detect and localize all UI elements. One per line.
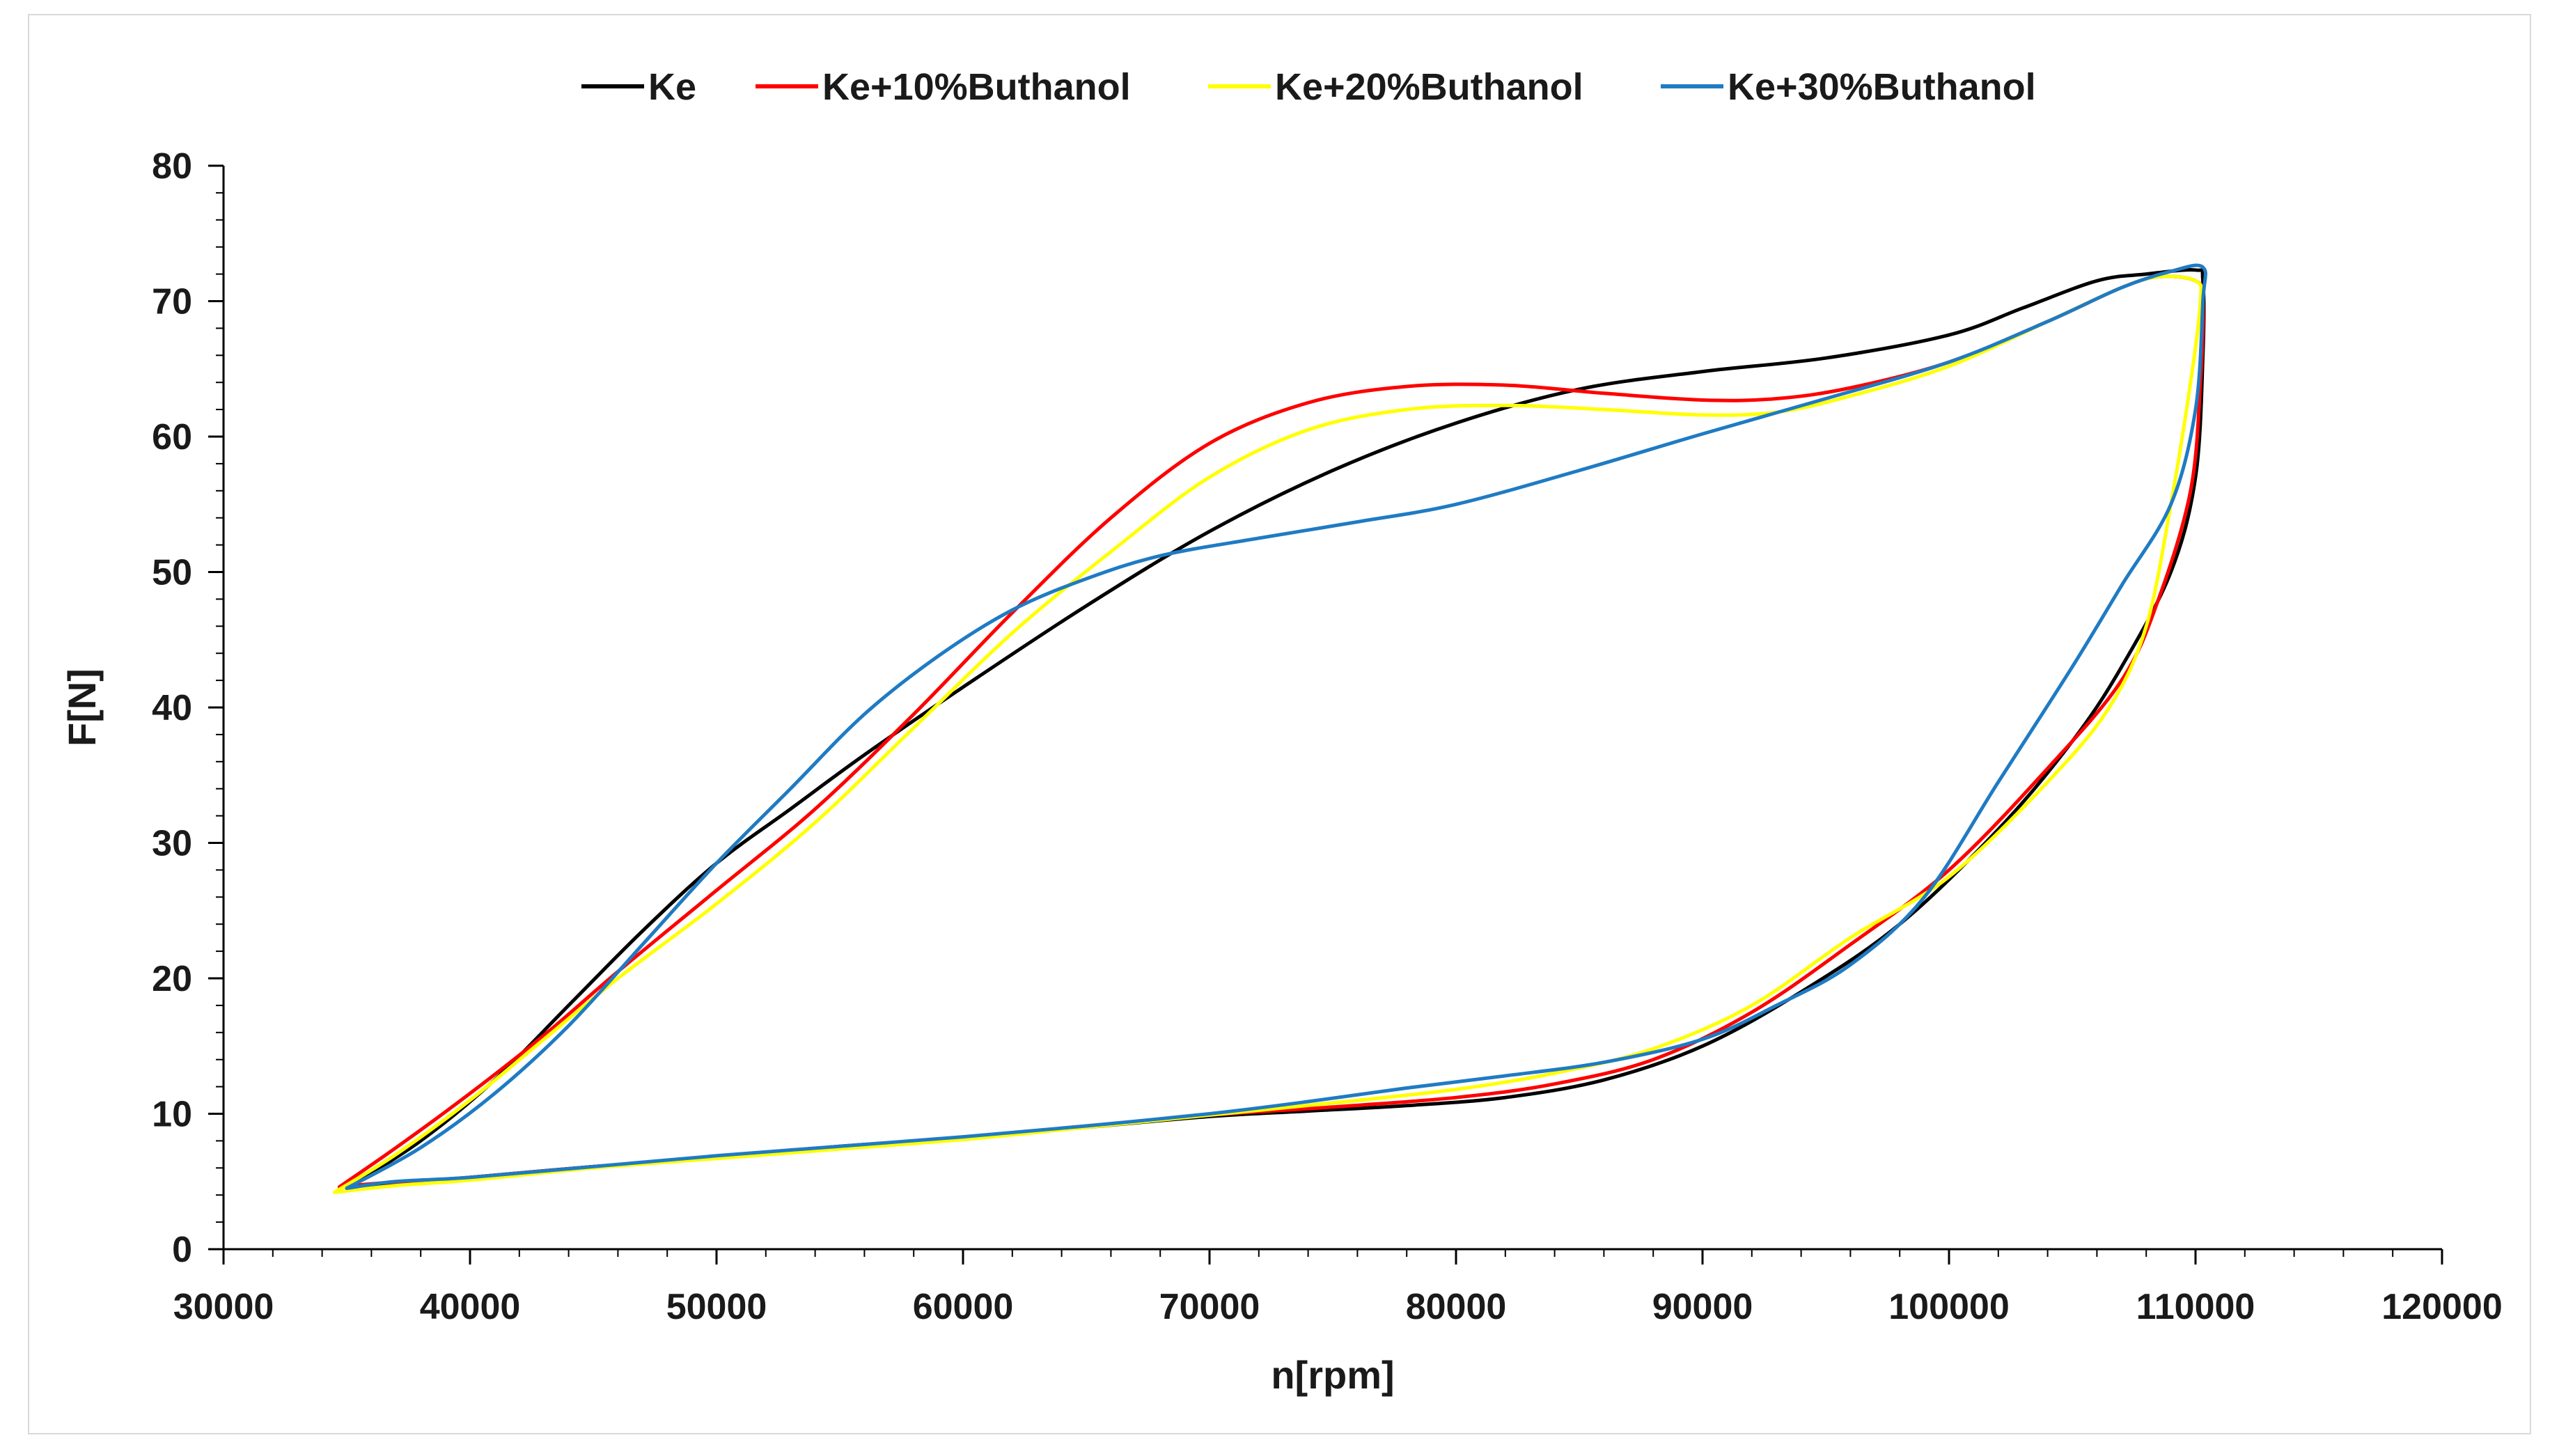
x-tick-label: 100000 xyxy=(1888,1287,2010,1327)
legend-label-ke-30-buthanol: Ke+30%Buthanol xyxy=(1728,66,2036,108)
chart-svg: Ke Ke+10%Buthanol Ke+20%Buthanol Ke+30%Buth… xyxy=(60,66,2503,1397)
chart-frame: Ke Ke+10%Buthanol Ke+20%Buthanol Ke+30%Buth… xyxy=(28,14,2531,1434)
y-tick-label: 80 xyxy=(152,146,192,187)
x-tick-label: 120000 xyxy=(2381,1287,2503,1327)
y-tick-label: 30 xyxy=(152,824,192,864)
y-tick-label: 50 xyxy=(152,553,192,593)
y-tick-label: 60 xyxy=(152,417,192,457)
x-axis-title: n[rpm] xyxy=(1271,1353,1394,1397)
y-tick-label: 20 xyxy=(152,959,192,999)
x-tick-label: 110000 xyxy=(2136,1287,2255,1327)
x-tick-label: 30000 xyxy=(173,1287,274,1327)
plot-area xyxy=(332,263,2207,1194)
legend-label-ke-10-buthanol: Ke+10%Buthanol xyxy=(822,66,1131,108)
y-tick-label: 70 xyxy=(152,282,192,322)
x-tick-label: 50000 xyxy=(666,1287,767,1327)
series-line-ke-20-buthanol xyxy=(332,274,2203,1194)
axes: 0 10 20 30 40 50 60 70 80 30000 40000 50000 60000 700… xyxy=(60,146,2503,1397)
x-tick-label: 70000 xyxy=(1159,1287,1260,1327)
legend-label-ke-20-buthanol: Ke+20%Buthanol xyxy=(1275,66,1583,108)
x-tick-label: 40000 xyxy=(420,1287,521,1327)
legend: Ke Ke+10%Buthanol Ke+20%Buthanol Ke+30%Buth… xyxy=(581,66,2036,108)
legend-label-ke: Ke xyxy=(648,66,696,108)
series-line-ke-30-buthanol xyxy=(345,263,2207,1190)
series-line-ke-10-buthanol xyxy=(337,274,2205,1189)
x-tick-label: 90000 xyxy=(1652,1287,1753,1327)
x-tick-label: 60000 xyxy=(913,1287,1014,1327)
x-tick-label: 80000 xyxy=(1406,1287,1507,1327)
y-tick-label: 40 xyxy=(152,688,192,728)
series-line-ke xyxy=(345,267,2206,1190)
y-tick-label: 10 xyxy=(152,1095,192,1135)
y-axis-title: F[N] xyxy=(60,668,104,746)
y-tick-label: 0 xyxy=(172,1230,192,1270)
